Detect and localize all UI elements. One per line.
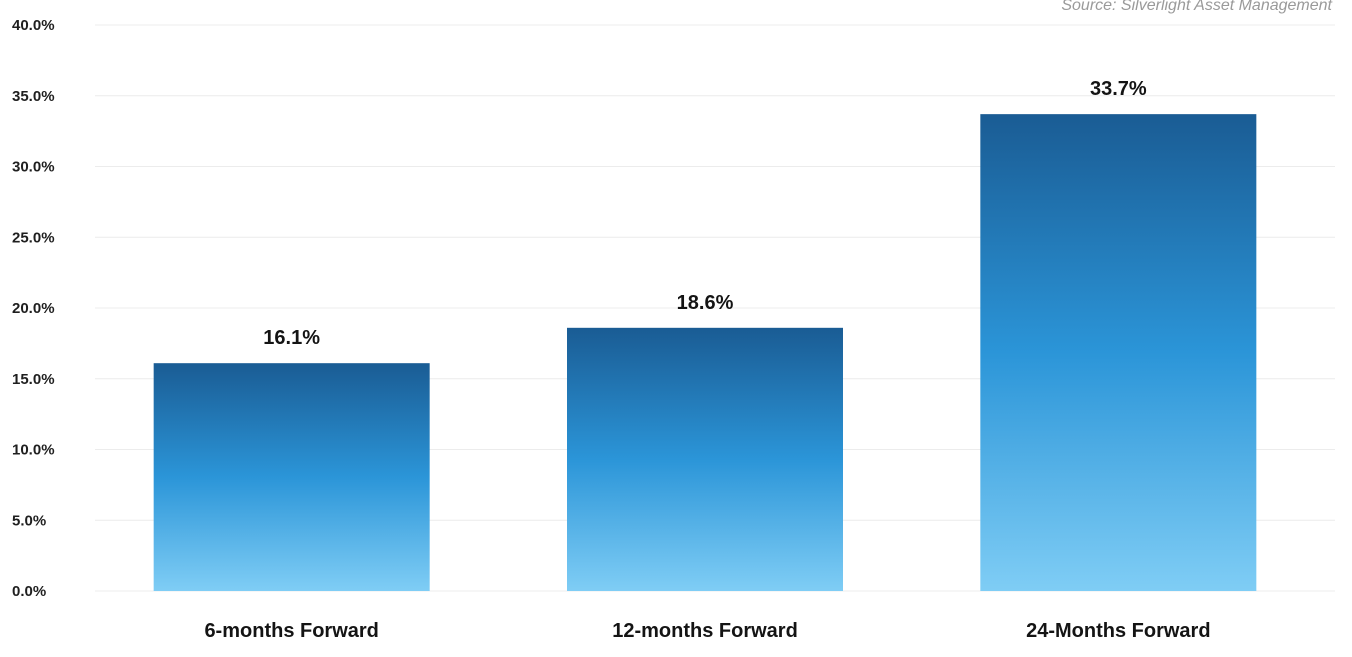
bar (153, 363, 430, 591)
bars (153, 114, 1257, 592)
y-tick-label: 30.0% (12, 159, 55, 176)
y-axis-tick-labels: 0.0% 5.0% 10.0% 15.0% 20.0% 25.0% 30.0% 35.0% 40… (12, 17, 55, 600)
x-axis-category-labels: 6-months Forward 12-months Forward 24-Mont… (204, 620, 1210, 642)
y-tick-label: 20.0% (12, 300, 55, 317)
y-tick-label: 25.0% (12, 229, 55, 246)
y-tick-label: 10.0% (12, 442, 55, 459)
x-category-label: 12-months Forward (612, 620, 798, 642)
bar-data-label: 16.1% (263, 327, 320, 349)
bar-data-label: 33.7% (1090, 78, 1147, 100)
x-category-label: 24-Months Forward (1026, 620, 1210, 642)
y-tick-label: 40.0% (12, 17, 55, 34)
y-tick-label: 35.0% (12, 88, 55, 105)
y-tick-label: 0.0% (12, 583, 46, 600)
x-category-label: 6-months Forward (204, 620, 378, 642)
y-tick-label: 5.0% (12, 512, 46, 529)
data-labels: 16.1% 18.6% 33.7% (263, 78, 1147, 349)
bar (980, 114, 1257, 592)
bar-data-label: 18.6% (677, 292, 734, 314)
source-note: Source: Silverlight Asset Management (1061, 0, 1332, 14)
y-tick-label: 15.0% (12, 371, 55, 388)
bar (567, 327, 843, 591)
